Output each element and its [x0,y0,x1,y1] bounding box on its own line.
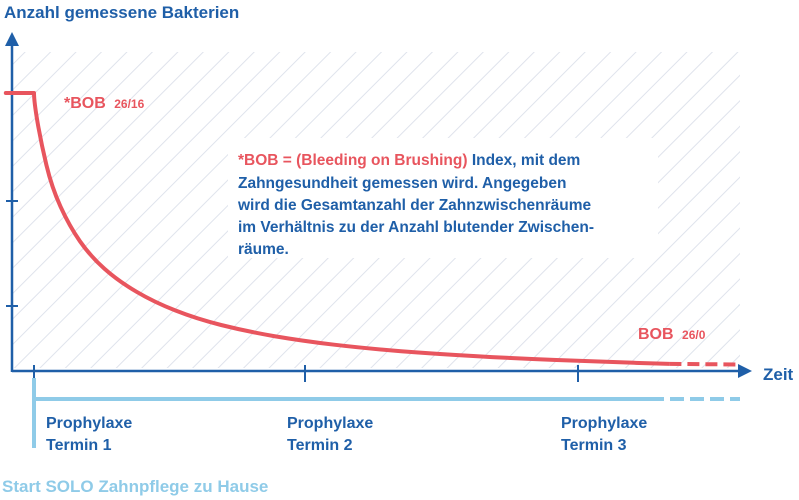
appointment-1-label: Prophylaxe Termin 1 [46,415,137,454]
bacteria-curve-dashed-tail [669,361,741,367]
appointment-3-label: Prophylaxe Termin 3 [561,415,652,454]
bob-end-label: BOB 26/0 [638,326,706,343]
annotation-line: Zahngesundheit gemessen wird. Angegeben [238,175,566,192]
y-axis-title: Anzahl gemessene Bakterien [4,3,239,22]
annotation-text: *BOB = (Bleeding on Brushing) Index, mit… [237,152,598,258]
annotation-line: Index, mit dem [472,152,581,169]
annotation-line: im Verhältnis zu der Anzahl blutender Zw… [238,219,594,236]
annotation-line: wird die Gesamtanzahl der Zahnzwischenrä… [237,197,592,214]
bacteria-curve [32,92,670,366]
start-solo-label: Start SOLO Zahnpflege zu Hause [2,477,268,496]
bob-start-label: *BOB 26/16 [64,95,145,112]
x-axis-arrow-icon [738,364,752,378]
annotation-highlight: *BOB = (Bleeding on Brushing) [238,152,468,169]
annotation-box [228,138,658,258]
x-axis-title: Zeit [763,365,794,384]
appointment-2-label: Prophylaxe Termin 2 [287,415,378,454]
y-axis-arrow-icon [5,32,19,46]
annotation-line: räume. [238,241,289,258]
